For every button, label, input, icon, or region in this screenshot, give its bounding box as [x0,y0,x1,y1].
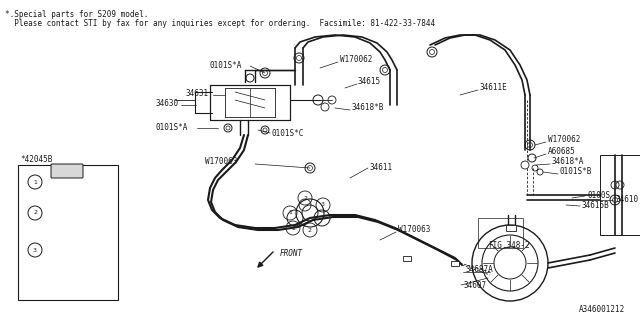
Text: 34607: 34607 [463,281,486,290]
Text: 34631: 34631 [185,89,208,98]
Text: W170062: W170062 [340,55,372,65]
Text: *.Special parts for S209 model.: *.Special parts for S209 model. [5,10,148,19]
Text: W170063: W170063 [398,226,430,235]
Text: 34618*A: 34618*A [552,157,584,166]
Text: 34611: 34611 [370,164,393,172]
Text: *42045B: *42045B [20,156,52,164]
Text: 3: 3 [321,203,325,207]
Text: 34615B: 34615B [582,201,610,210]
Bar [18,165,118,300]
Bar [451,260,459,266]
Text: 0101S*C: 0101S*C [272,129,305,138]
Text: 2: 2 [308,228,312,233]
Text: x3: x3 [85,215,94,225]
Text: 34610: 34610 [615,196,638,204]
Text: 34611E: 34611E [480,84,508,92]
Text: 0101S*A: 0101S*A [155,124,188,132]
Text: 0101S*B: 0101S*B [560,167,593,177]
Text: 3: 3 [33,247,37,252]
FancyBboxPatch shape [210,85,290,120]
FancyBboxPatch shape [51,164,83,178]
Text: 34630: 34630 [155,99,178,108]
Text: FRONT: FRONT [280,249,303,258]
Bar [403,255,411,260]
Bar [506,225,516,231]
Text: 1: 1 [33,180,37,185]
Text: 2: 2 [303,196,307,201]
Text: A346001212: A346001212 [579,305,625,314]
Text: 34615: 34615 [358,77,381,86]
Text: FIG.348-2: FIG.348-2 [488,241,530,250]
Bar [600,155,640,235]
Text: Please contact STI by fax for any inquiries except for ordering.  Facsimile: 81-: Please contact STI by fax for any inquir… [5,19,435,28]
Text: 34618*B: 34618*B [352,103,385,113]
Text: W170063: W170063 [205,157,237,166]
Text: W170062: W170062 [548,135,580,145]
Text: 1: 1 [288,211,292,215]
Text: 34687A: 34687A [465,266,493,275]
Text: A60685: A60685 [548,148,576,156]
Text: 0100S: 0100S [587,190,610,199]
Text: 2: 2 [291,226,295,230]
Text: 2: 2 [33,211,37,215]
FancyBboxPatch shape [478,218,523,248]
Text: 0101S*A: 0101S*A [210,61,243,70]
